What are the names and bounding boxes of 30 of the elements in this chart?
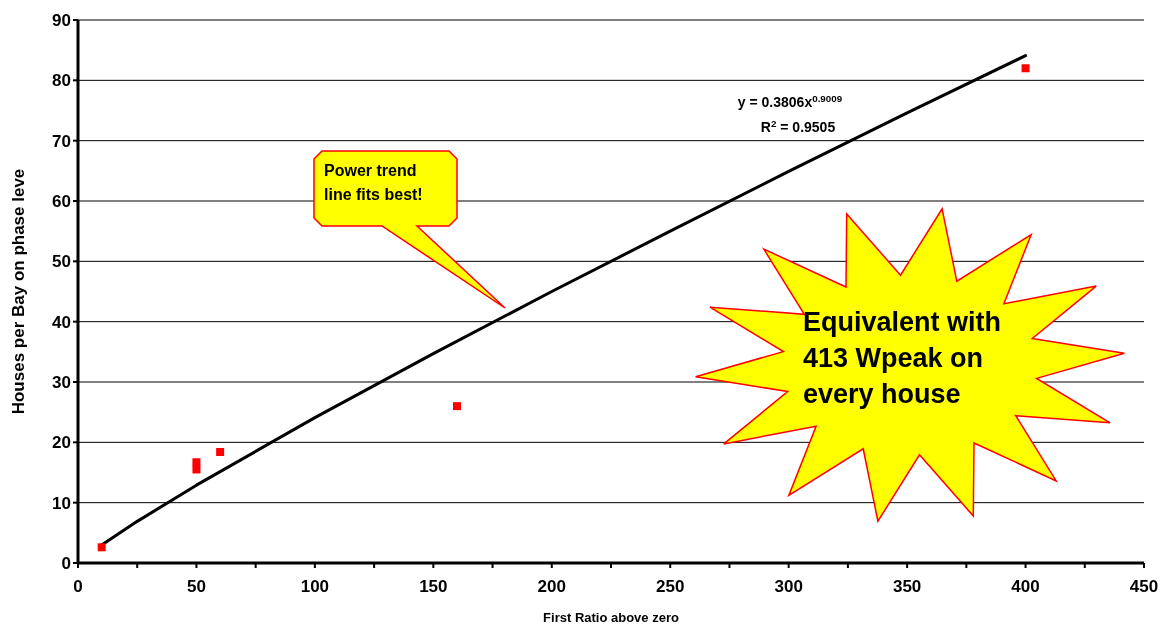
y-tick-label: 90 (52, 11, 71, 31)
x-tick-label: 450 (1129, 577, 1159, 597)
x-tick-label: 100 (300, 577, 330, 597)
y-tick-label: 40 (52, 312, 71, 332)
point (1021, 64, 1030, 73)
x-tick-label: 400 (1011, 577, 1040, 597)
y-tick-label: 50 (52, 252, 71, 272)
y-tick-label: 10 (52, 493, 71, 513)
x-axis-title: First Ratio above zero (543, 610, 679, 625)
x-tick-label: 300 (774, 577, 803, 597)
y-tick-label: 60 (52, 192, 71, 212)
y-axis-title: Houses per Bay on phase leve (9, 168, 29, 415)
point (97, 543, 106, 552)
y-tick-label: 70 (52, 131, 71, 151)
annotation: y = 0.3806x$^{0.9009}$ (737, 92, 843, 110)
x-tick-label: 150 (419, 577, 448, 597)
point (453, 402, 462, 411)
annotation: R$^{2}$ = 0.9505 (760, 117, 836, 135)
point (192, 465, 201, 474)
annotation: Equivalent with 413 Wpeak on every house (803, 307, 1002, 409)
x-tick-label: 350 (892, 577, 922, 597)
y-tick-label: 80 (52, 71, 71, 91)
x-tick-label: 250 (656, 577, 685, 597)
point (216, 447, 225, 456)
y-tick-label: 0 (61, 554, 71, 574)
annotation: Power trend line fits best! (324, 162, 423, 203)
x-tick-label: 50 (186, 577, 206, 597)
x-tick-label: 200 (537, 577, 566, 597)
y-tick-label: 20 (52, 433, 71, 453)
y-tick-label: 30 (52, 373, 71, 393)
